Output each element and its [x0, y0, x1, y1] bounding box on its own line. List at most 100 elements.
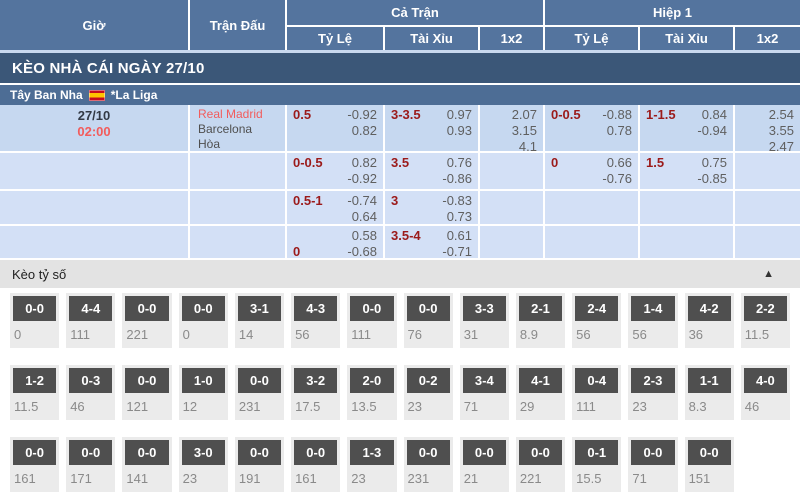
score-label: 4-3: [294, 296, 338, 321]
score-cell[interactable]: 3-3 31: [459, 293, 509, 348]
score-cell[interactable]: 0-0 0: [10, 293, 60, 348]
league-country: Tây Ban Nha: [10, 88, 83, 102]
odds-cell-ft-handicap[interactable]: 0 0.58 -0.68: [287, 226, 385, 259]
score-label: 3-2: [294, 368, 338, 393]
score-cell[interactable]: 0-0 111: [347, 293, 397, 348]
score-cell[interactable]: 4-3 56: [291, 293, 341, 348]
score-label: 3-4: [462, 368, 506, 393]
divider: [0, 50, 800, 53]
odds-cell-h1-overunder[interactable]: 1.5 0.75 -0.85: [640, 153, 735, 189]
odds-cell-empty: [545, 191, 640, 224]
score-odds-value: 141: [126, 471, 149, 486]
col-header-ft-handicap: Tỷ Lệ: [287, 27, 385, 50]
score-cell[interactable]: 1-0 12: [178, 365, 228, 420]
overunder-label: 3-3.5: [391, 107, 421, 122]
score-cell[interactable]: 0-2 23: [403, 365, 453, 420]
score-cell[interactable]: 4-0 46: [740, 365, 790, 420]
odds-cell-h1-handicap[interactable]: 0-0.5 -0.88 0.78: [545, 105, 640, 151]
score-cell[interactable]: 1-4 56: [628, 293, 678, 348]
score-grid-row-2: 1-2 11.5 0-3 46 0-0 121 1-0 12 0-0 231 3-2 17.…: [0, 360, 800, 432]
score-odds-value: 56: [632, 327, 647, 342]
odds-cell-ft-handicap[interactable]: 0.5 -0.92 0.82: [287, 105, 385, 151]
score-odds-value: 71: [632, 471, 647, 486]
odds-cell-ft-overunder[interactable]: 3 -0.83 0.73: [385, 191, 480, 224]
col-header-full-match: Cả Trận: [287, 0, 545, 27]
score-cell[interactable]: 0-3 46: [66, 365, 116, 420]
score-label: 2-3: [631, 368, 675, 393]
score-odds-value: 161: [14, 471, 36, 486]
score-grid-row-3: 0-0 161 0-0 171 0-0 141 3-0 23 0-0 191 0-0 161…: [0, 432, 800, 504]
empty-teams-cell: [190, 153, 287, 189]
odds-cell-h1-handicap[interactable]: 0 0.66 -0.76: [545, 153, 640, 189]
score-cell[interactable]: 0-0 221: [515, 437, 566, 492]
score-cell[interactable]: 0-0 231: [403, 437, 453, 492]
score-cell[interactable]: 0-0 171: [66, 437, 116, 492]
empty-time-cell: [0, 191, 190, 224]
score-cell[interactable]: 3-2 17.5: [291, 365, 341, 420]
score-cell[interactable]: 0-0 21: [459, 437, 509, 492]
col-header-h1-handicap: Tỷ Lệ: [545, 27, 640, 50]
score-label: 0-0: [631, 440, 675, 465]
score-cell[interactable]: 3-4 71: [459, 365, 509, 420]
score-cell[interactable]: 1-1 8.3: [684, 365, 734, 420]
score-odds-value: 231: [238, 399, 261, 414]
score-cell[interactable]: 2-1 8.9: [515, 293, 566, 348]
score-cell[interactable]: 4-2 36: [684, 293, 734, 348]
score-cell[interactable]: 0-0 121: [122, 365, 172, 420]
score-cell[interactable]: 3-1 14: [234, 293, 285, 348]
odds-cell-ft-1x2[interactable]: 2.07 3.15 4.1: [480, 105, 545, 154]
odds-cell-empty: [640, 226, 735, 258]
score-cell[interactable]: 2-3 23: [628, 365, 678, 420]
score-cell[interactable]: 0-0 161: [291, 437, 341, 492]
score-label: 0-0: [294, 440, 338, 465]
score-cell[interactable]: 4-1 29: [515, 365, 566, 420]
col-header-ft-1x2: 1x2: [480, 27, 545, 50]
score-cell[interactable]: 1-3 23: [347, 437, 397, 492]
score-cell[interactable]: 0-0 231: [234, 365, 285, 420]
score-odds-value: 8.9: [519, 327, 538, 342]
score-label: 3-1: [237, 296, 282, 321]
odds-cell-ft-handicap[interactable]: 0-0.5 0.82 -0.92: [287, 153, 385, 189]
overunder-label: 1-1.5: [646, 107, 676, 122]
collapse-arrow-icon[interactable]: ▲: [763, 268, 774, 280]
score-cell[interactable]: 0-0 191: [234, 437, 285, 492]
score-odds-value: 15.5: [576, 471, 602, 486]
odds-cell-empty: [545, 226, 640, 258]
score-cell[interactable]: 2-0 13.5: [347, 365, 397, 420]
score-cell[interactable]: 4-4 111: [66, 293, 116, 348]
match-teams-cell[interactable]: Real Madrid Barcelona Hòa: [190, 105, 287, 151]
correct-score-section-header[interactable]: Kèo tỷ số ▲: [0, 260, 800, 288]
empty-time-cell: [0, 226, 190, 258]
score-odds-value: 36: [688, 327, 704, 342]
odds-cell-ft-overunder[interactable]: 3.5 0.76 -0.86: [385, 153, 480, 189]
odds-cell-h1-overunder[interactable]: 1-1.5 0.84 -0.94: [640, 105, 735, 151]
score-cell[interactable]: 2-4 56: [572, 293, 622, 348]
score-cell[interactable]: 0-0 71: [628, 437, 678, 492]
match-kickoff-time: 02:00: [77, 124, 111, 139]
odds-cell-empty: [735, 153, 800, 189]
score-odds-value: 8.3: [688, 399, 707, 414]
score-cell[interactable]: 1-2 11.5: [10, 365, 60, 420]
score-cell[interactable]: 3-0 23: [178, 437, 228, 492]
score-cell[interactable]: 0-0 76: [403, 293, 453, 348]
odds-cell-h1-1x2[interactable]: 2.54 3.55 2.47: [735, 105, 800, 154]
score-odds-value: 221: [519, 471, 542, 486]
table-header: Giờ Trận Đấu Cả Trận Tỷ Lệ Tài Xỉu 1x2 H…: [0, 0, 800, 50]
score-cell[interactable]: 0-0 221: [122, 293, 172, 348]
league-row[interactable]: Tây Ban Nha *La Liga: [0, 85, 800, 105]
score-cell[interactable]: 0-0 141: [122, 437, 172, 492]
handicap-label: 0: [293, 244, 301, 259]
score-cell[interactable]: 2-2 11.5: [740, 293, 790, 348]
score-cell[interactable]: 0-0 161: [10, 437, 60, 492]
score-label: 2-1: [518, 296, 563, 321]
score-cell[interactable]: 0-4 111: [572, 365, 622, 420]
score-odds-value: 221: [126, 327, 149, 342]
odds-cell-ft-handicap[interactable]: 0.5-1 -0.74 0.64: [287, 191, 385, 224]
odds-cell-ft-overunder[interactable]: 3.5-4 0.61 -0.71: [385, 226, 480, 259]
score-cell[interactable]: 0-0 151: [684, 437, 734, 492]
odds-cell-ft-overunder[interactable]: 3-3.5 0.97 0.93: [385, 105, 480, 151]
score-odds-value: 14: [238, 327, 254, 342]
score-cell[interactable]: 0-1 15.5: [572, 437, 622, 492]
score-cell[interactable]: 0-0 0: [178, 293, 228, 348]
score-odds-value: 12: [182, 399, 198, 414]
